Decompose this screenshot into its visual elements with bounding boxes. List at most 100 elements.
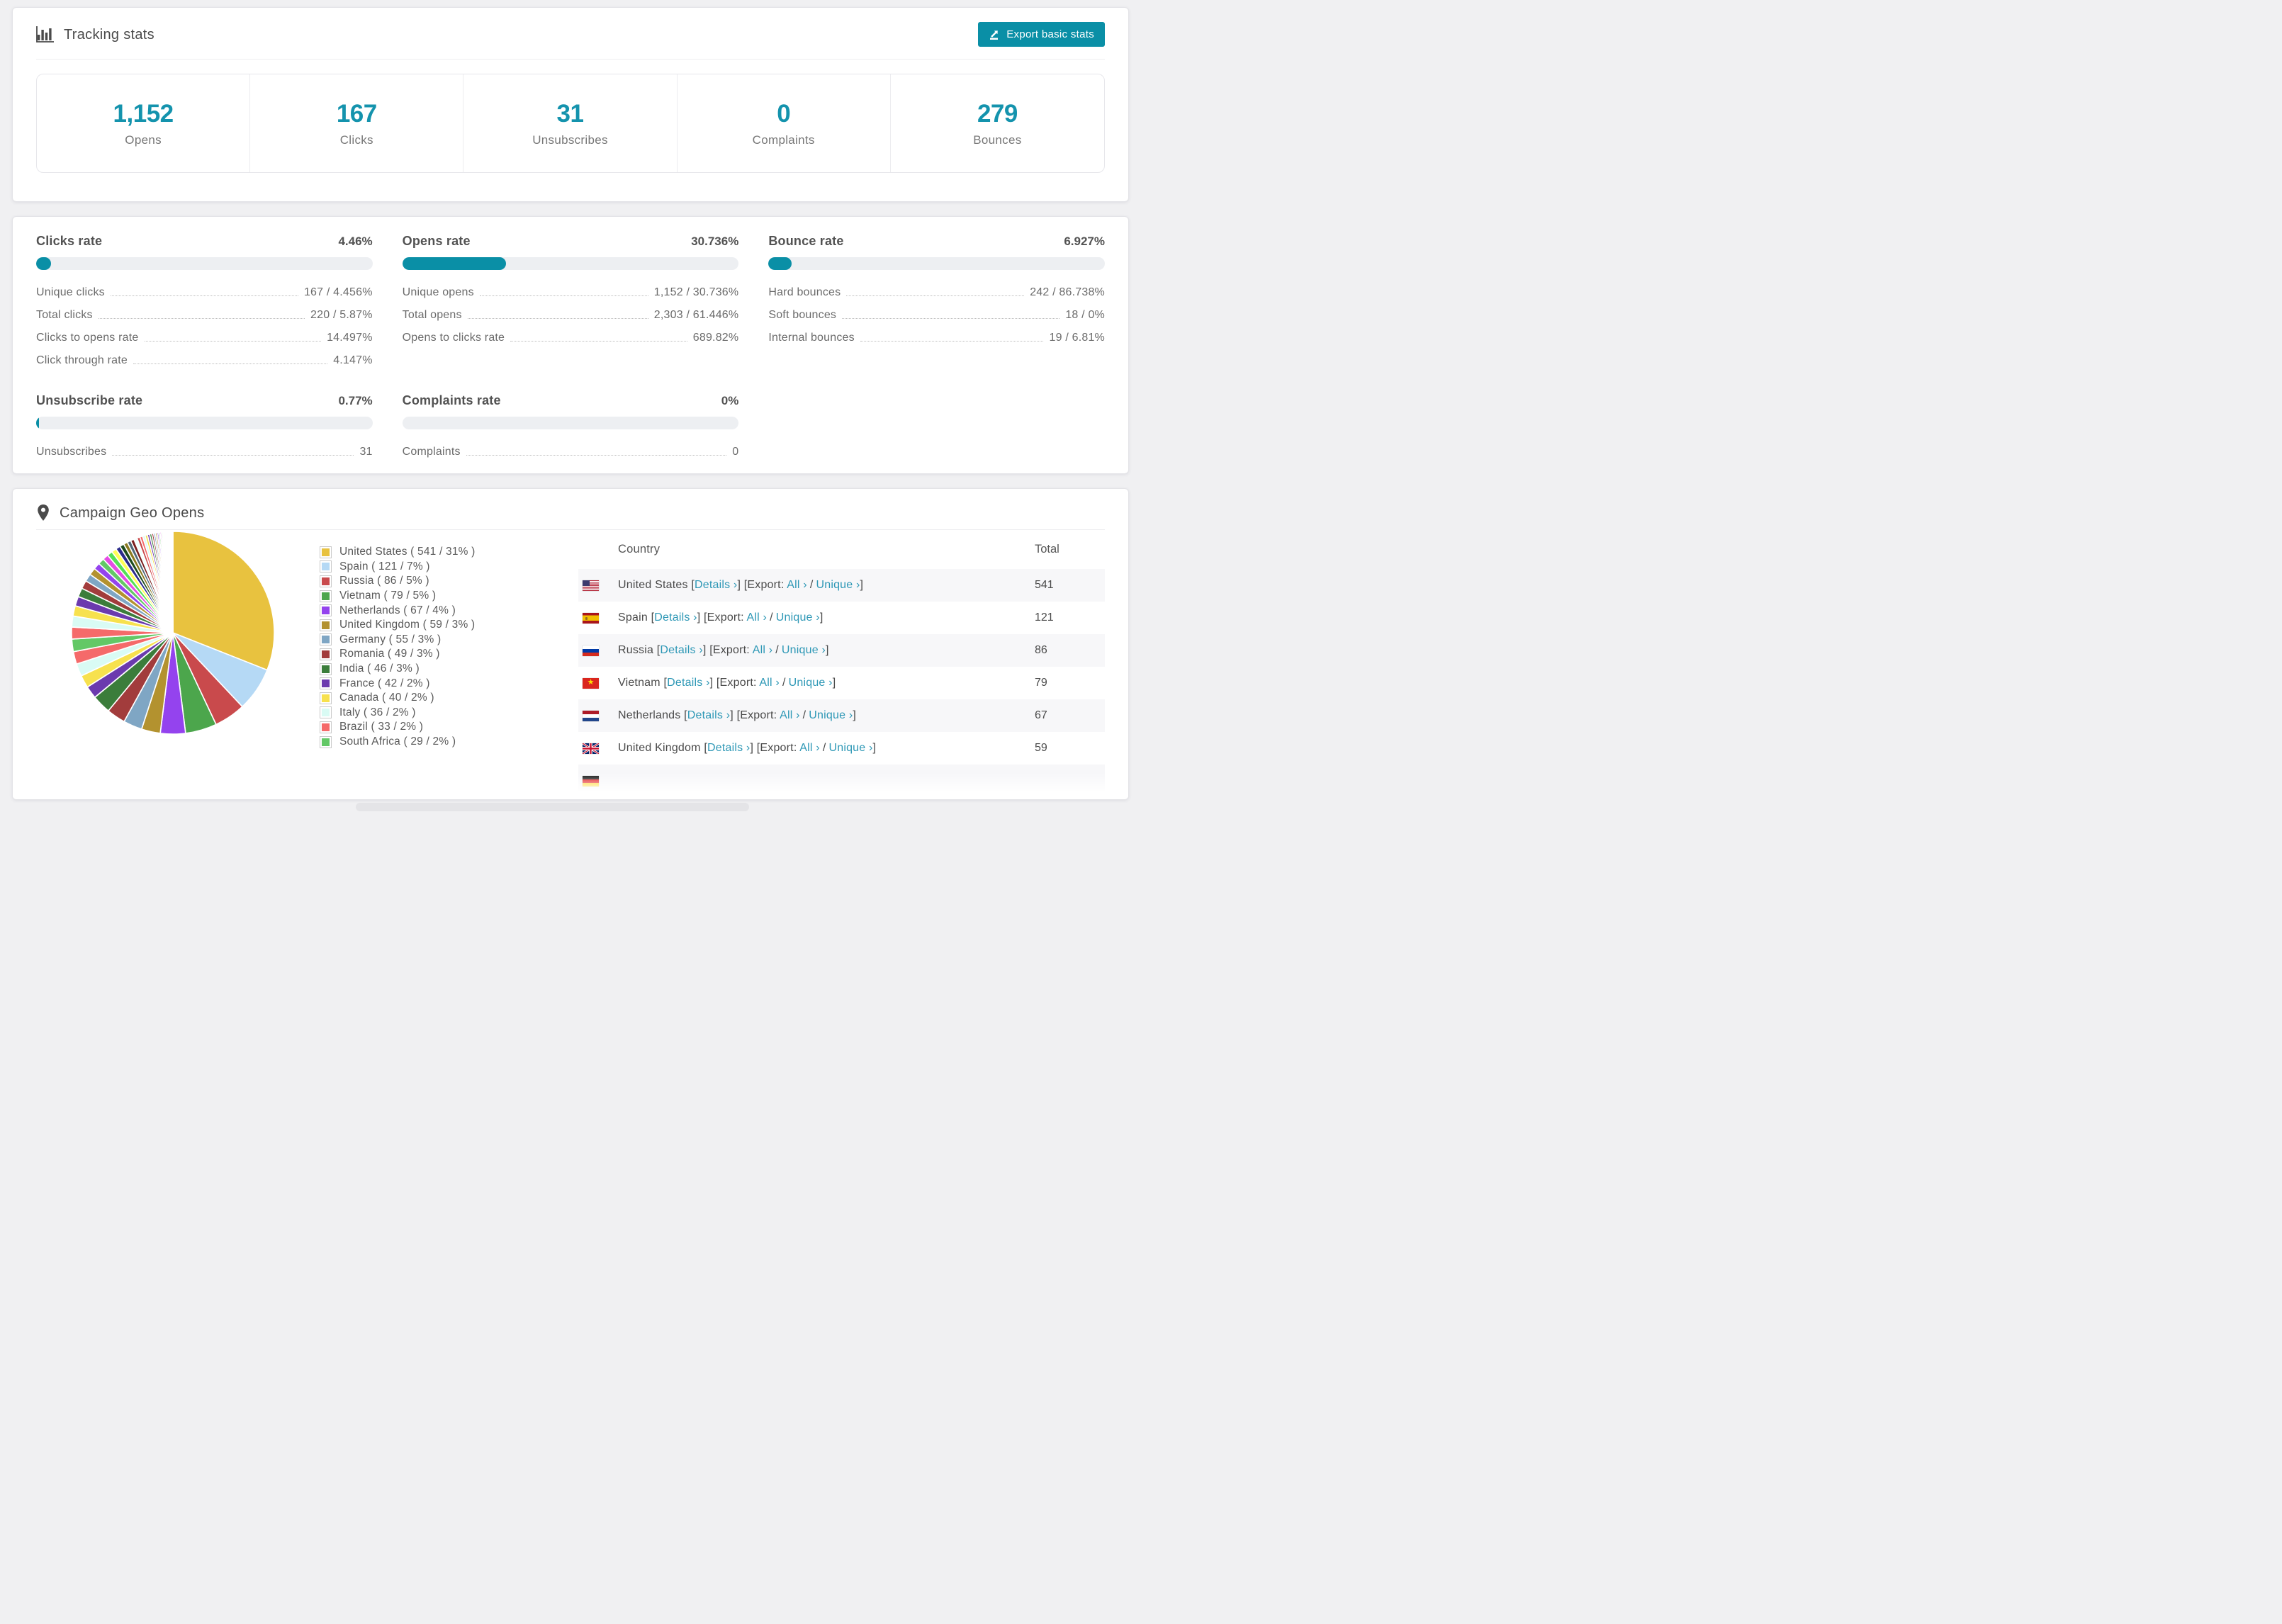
export-label: Export:: [712, 644, 750, 656]
legend-swatch: [320, 735, 332, 748]
bracket: ]: [832, 677, 836, 689]
rate-title: Unsubscribe rate: [36, 393, 143, 407]
legend-item: Romania ( 49 / 3% ): [320, 647, 578, 662]
rate-value: 6.927%: [1064, 235, 1105, 248]
rate-row-value: 689.82%: [692, 332, 739, 344]
legend-swatch: [320, 706, 332, 719]
legend-label: France ( 42 / 2% ): [339, 677, 430, 689]
rate-row-label: Complaints: [402, 446, 461, 458]
legend-item: Vietnam ( 79 / 5% ): [320, 589, 578, 604]
rate-value: 4.46%: [338, 235, 373, 248]
progress-bar: [402, 417, 739, 429]
page: Tracking stats Export basic stats 1,152 …: [0, 0, 1141, 812]
row-total: 86: [1035, 644, 1047, 656]
geo-table-body: United States [Details ›] [Export: All ›…: [578, 569, 1105, 797]
table-row: [578, 765, 1105, 797]
export-unique-link[interactable]: Unique ›: [828, 742, 873, 754]
legend-label: Russia ( 86 / 5% ): [339, 575, 429, 587]
rate-row-value: 18 / 0%: [1065, 309, 1105, 321]
legend-label: Germany ( 55 / 3% ): [339, 633, 442, 645]
export-all-link[interactable]: All ›: [746, 611, 768, 624]
stat-label: Bounces: [973, 132, 1022, 147]
table-row: United Kingdom [Details ›] [Export: All …: [578, 732, 1105, 765]
rate-row: Unique clicks 167 / 4.456%: [36, 284, 373, 299]
export-all-link[interactable]: All ›: [799, 742, 820, 754]
rates-grid: Clicks rate 4.46% Unique clicks 167 / 4.…: [36, 234, 1105, 466]
legend-label: Canada ( 40 / 2% ): [339, 692, 434, 704]
horizontal-scrollbar-thumb[interactable]: [356, 803, 749, 811]
progress-bar: [768, 257, 1105, 270]
export-label: Export:: [719, 677, 757, 689]
geo-pie-chart: [36, 530, 320, 735]
details-link[interactable]: Details ›: [660, 644, 703, 656]
header-total: Total: [1035, 543, 1060, 556]
tracking-stats-title-text: Tracking stats: [64, 27, 154, 43]
export-all-link[interactable]: All ›: [787, 579, 807, 591]
bracket: ] [: [737, 579, 748, 591]
rate-row: Internal bounces 19 / 6.81%: [768, 329, 1105, 344]
pie-slice[interactable]: [172, 531, 174, 633]
progress-bar: [402, 257, 739, 270]
legend-swatch: [320, 590, 332, 602]
dotted-leader: [846, 295, 1025, 296]
flag-nl: [583, 710, 599, 721]
rate-row-value: 4.147%: [333, 354, 373, 366]
export-basic-stats-button[interactable]: Export basic stats: [978, 22, 1105, 47]
stat-cell: 279 Bounces: [891, 74, 1104, 172]
dotted-leader: [112, 455, 354, 456]
stat-cell: 167 Clicks: [250, 74, 464, 172]
export-unique-link[interactable]: Unique ›: [775, 611, 820, 624]
export-all-link[interactable]: All ›: [780, 709, 800, 721]
pie-svg: [71, 531, 275, 735]
progress-fill: [36, 417, 40, 429]
pie-slice[interactable]: [172, 531, 275, 671]
stat-label: Complaints: [752, 132, 815, 147]
legend-swatch: [320, 677, 332, 690]
stat-cell: 31 Unsubscribes: [463, 74, 678, 172]
details-link[interactable]: Details ›: [654, 611, 697, 624]
export-unique-link[interactable]: Unique ›: [809, 709, 853, 721]
slash-separator: /: [770, 611, 773, 624]
geo-table: Country Total United States [Details ›] …: [578, 530, 1105, 797]
rate-row-value: 242 / 86.738%: [1030, 286, 1105, 298]
export-unique-link[interactable]: Unique ›: [788, 677, 833, 689]
country-cell: Spain [Details ›] [Export: All › / Unique …: [618, 611, 1035, 624]
details-link[interactable]: Details ›: [687, 709, 731, 721]
export-all-link[interactable]: All ›: [759, 677, 780, 689]
legend-label: United States ( 541 / 31% ): [339, 546, 476, 558]
legend-item: India ( 46 / 3% ): [320, 662, 578, 677]
legend-item: United Kingdom ( 59 / 3% ): [320, 618, 578, 633]
rate-row-label: Hard bounces: [768, 286, 841, 298]
bracket: ] [: [730, 709, 741, 721]
rate-block: Opens rate 30.736% Unique opens 1,152 / …: [402, 234, 739, 375]
header-country: Country: [618, 543, 661, 556]
details-link[interactable]: Details ›: [667, 677, 710, 689]
rate-block: Clicks rate 4.46% Unique clicks 167 / 4.…: [36, 234, 373, 375]
export-unique-link[interactable]: Unique ›: [781, 644, 826, 656]
stat-label: Clicks: [339, 132, 373, 147]
geo-content: United States ( 541 / 31% ) Spain ( 121 …: [36, 530, 1105, 797]
rate-row-label: Internal bounces: [768, 332, 855, 344]
rate-block: Complaints rate 0% Complaints 0: [402, 393, 739, 466]
legend-swatch: [320, 721, 332, 733]
flag-ru: [583, 645, 599, 656]
flag-es: [583, 612, 599, 624]
rate-row-value: 0: [732, 446, 739, 458]
row-total: 541: [1035, 579, 1054, 591]
export-unique-link[interactable]: Unique ›: [816, 579, 860, 591]
rate-value: 30.736%: [691, 235, 739, 248]
details-link[interactable]: Details ›: [694, 579, 738, 591]
legend-label: Netherlands ( 67 / 4% ): [339, 604, 456, 616]
geo-table-header: Country Total: [578, 530, 1105, 569]
slash-separator: /: [782, 677, 786, 689]
rate-title: Complaints rate: [402, 393, 501, 407]
dotted-leader: [133, 363, 328, 364]
bracket: [: [704, 742, 707, 754]
details-link[interactable]: Details ›: [707, 742, 751, 754]
row-total: 59: [1035, 742, 1047, 754]
flag-cell: [578, 645, 618, 656]
progress-bar: [36, 257, 373, 270]
tracking-stats-card: Tracking stats Export basic stats 1,152 …: [12, 7, 1129, 202]
export-all-link[interactable]: All ›: [752, 644, 773, 656]
progress-fill: [402, 257, 506, 270]
